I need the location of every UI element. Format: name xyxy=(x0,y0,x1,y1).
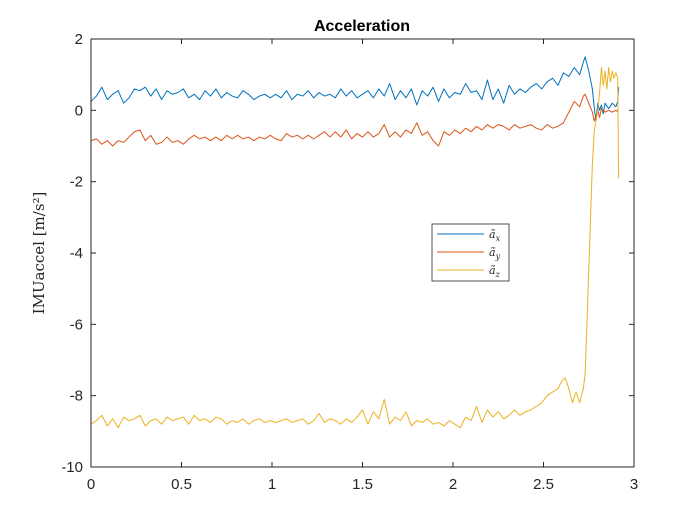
y-tick-label: -4 xyxy=(70,245,83,262)
x-tick-label: 2.5 xyxy=(533,476,554,493)
y-tick-label: -6 xyxy=(70,316,83,333)
series-line-z xyxy=(90,67,620,429)
legend-items: ãx ãy ãz xyxy=(437,228,501,279)
legend-item-y: ãy xyxy=(437,246,501,261)
x-tick-label: 0.5 xyxy=(171,476,192,493)
series-layer xyxy=(90,56,620,429)
legend-item-x: ãx xyxy=(437,228,501,243)
x-tick-label: 0 xyxy=(87,476,95,493)
x-tick-label: 2 xyxy=(449,476,457,493)
x-tick-label: 1.5 xyxy=(352,476,373,493)
plot-area xyxy=(91,39,634,467)
x-axis-ticks: 0 0.5 1 1.5 2 2.5 3 xyxy=(87,39,638,493)
y-tick-label: 0 xyxy=(75,102,83,119)
legend-label: ãx xyxy=(489,228,501,243)
x-tick-label: 3 xyxy=(630,476,638,493)
y-tick-label: -2 xyxy=(70,174,83,191)
series-line-y xyxy=(90,93,619,147)
y-tick-label: -10 xyxy=(61,459,83,476)
legend-label: ãz xyxy=(489,264,501,279)
x-tick-label: 1 xyxy=(268,476,276,493)
y-axis-ticks: -10 -8 -6 -4 -2 0 2 xyxy=(61,31,634,476)
series-line-x xyxy=(90,56,620,122)
y-tick-label: 2 xyxy=(75,31,83,48)
y-axis-label: IMUaccel [m/s²] xyxy=(30,192,48,315)
legend-label: ãy xyxy=(489,246,501,261)
y-tick-label: -8 xyxy=(70,388,83,405)
legend: ãx ãy ãz xyxy=(431,223,510,282)
chart-title: Acceleration xyxy=(314,18,410,35)
legend-item-z: ãz xyxy=(437,264,501,279)
